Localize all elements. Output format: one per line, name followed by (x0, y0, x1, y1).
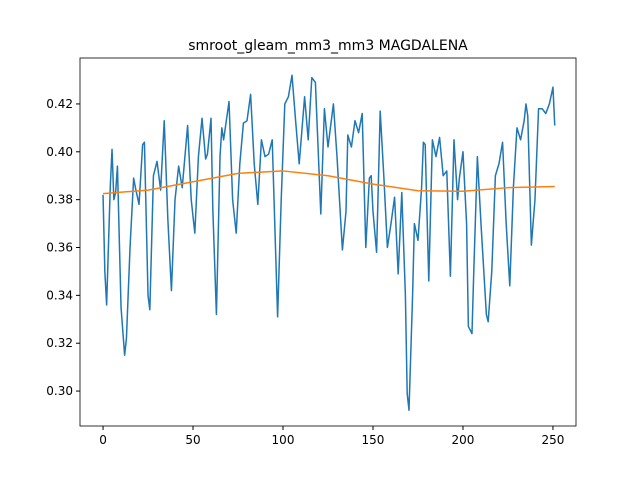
x-tick-label: 200 (452, 433, 475, 447)
y-tick-label: 0.42 (46, 97, 73, 111)
chart-title: smroot_gleam_mm3_mm3 MAGDALENA (188, 38, 468, 54)
y-tick-label: 0.30 (46, 384, 73, 398)
line (102, 74, 556, 411)
x-tick-label: 250 (542, 433, 565, 447)
x-tick-label: 50 (185, 433, 200, 447)
x-tick-label: 150 (362, 433, 385, 447)
y-tick-label: 0.32 (46, 336, 73, 350)
y-tick-label: 0.36 (46, 241, 73, 255)
x-tick-label: 100 (272, 433, 295, 447)
y-tick-label: 0.34 (46, 288, 73, 302)
x-tick-label: 0 (99, 433, 107, 447)
line (102, 170, 555, 195)
y-tick-label: 0.38 (46, 193, 73, 207)
y-tick-label: 0.40 (46, 145, 73, 159)
plot-frame (79, 57, 577, 427)
